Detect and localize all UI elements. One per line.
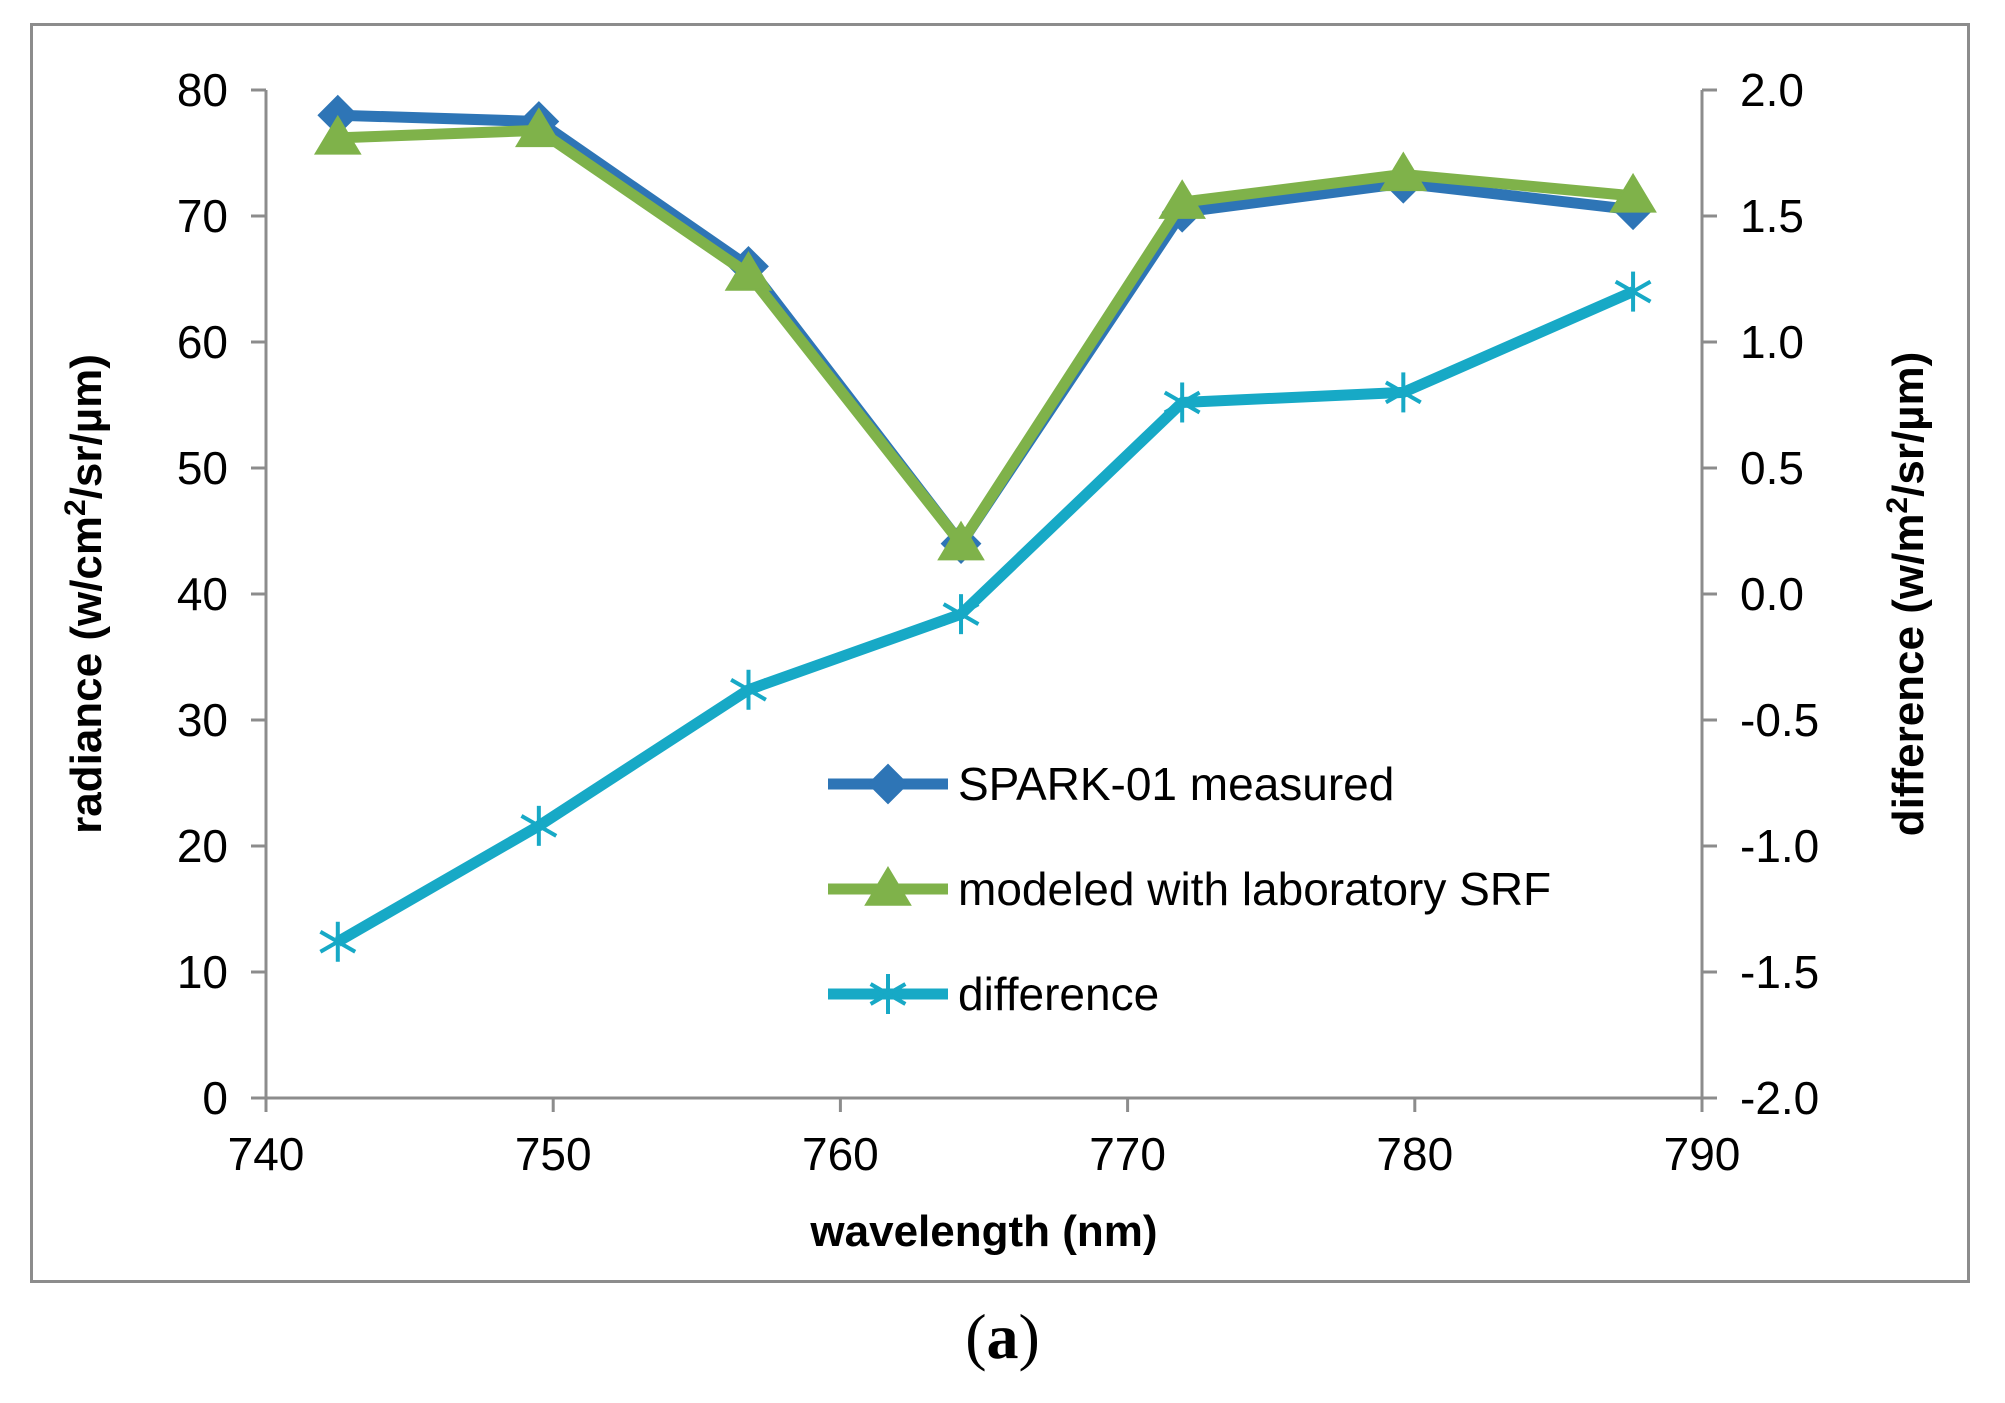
- y-axis-right-title: difference (w/m2/sr/µm): [1881, 352, 1934, 837]
- series-3-point: [1163, 382, 1201, 423]
- series-2-point: [1379, 151, 1428, 192]
- x-axis-title: wavelength (nm): [809, 1207, 1157, 1256]
- y-left-tick-label: 50: [177, 442, 228, 494]
- x-tick-label: 760: [802, 1128, 879, 1180]
- line-chart: 740 750 760 770 780 790 0 10 20 30 40 50 60 70 80 -2.0 -…: [59, 64, 1934, 1256]
- y-right-tick-label: -1.5: [1740, 946, 1819, 998]
- series-2-point: [1158, 179, 1206, 219]
- y-left-tick-label: 10: [177, 946, 228, 998]
- series-3-point: [1384, 372, 1422, 413]
- panel-label: (a): [965, 1301, 1040, 1372]
- legend-label-2: modeled with laboratory SRF: [958, 863, 1551, 915]
- legend-marker-1: [867, 763, 909, 805]
- y-axis-left-title-main: radiance (w/cm: [62, 516, 111, 834]
- y-right-tick-label: 0.0: [1740, 568, 1804, 620]
- y-axis-right-title-superscript: 2: [1881, 497, 1914, 514]
- x-tick-label: 790: [1664, 1128, 1741, 1180]
- y-left-tick-label: 40: [177, 568, 228, 620]
- series-3-point: [319, 921, 357, 962]
- y-right-tick-label: -0.5: [1740, 694, 1819, 746]
- legend-marker-3: [869, 974, 907, 1014]
- series-3-point: [1614, 271, 1652, 312]
- series-3-point: [730, 669, 767, 710]
- panel-label-letter: a: [986, 1301, 1019, 1372]
- y-right-tick-label: -2.0: [1740, 1072, 1819, 1124]
- series-2-point: [724, 251, 773, 291]
- y-left-tick-label: 60: [177, 316, 228, 368]
- y-left-tick-label: 80: [177, 64, 228, 116]
- x-tick-label: 750: [515, 1128, 592, 1180]
- y-right-tick-label: 0.5: [1740, 442, 1804, 494]
- y-axis-left-title-superscript: 2: [59, 499, 92, 516]
- y-right-tick-label: 1.0: [1740, 316, 1804, 368]
- y-left-tick-label: 0: [202, 1072, 228, 1124]
- y-axis-right-title-main: difference (w/m: [1884, 514, 1933, 837]
- legend-marker-2: [864, 866, 912, 906]
- y-axis-left-title: radiance (w/cm2/sr/µm): [59, 354, 112, 834]
- y-axis-right-title-tail: /sr/µm): [1884, 352, 1933, 497]
- series-2-point: [1609, 172, 1657, 213]
- series-2-point: [313, 114, 362, 155]
- y-left-tick-label: 30: [177, 694, 228, 746]
- chart-frame: 740 750 760 770 780 790 0 10 20 30 40 50 60 70 80 -2.0 -…: [30, 23, 1970, 1283]
- series-2-point: [937, 520, 985, 561]
- x-tick-label: 770: [1089, 1128, 1166, 1180]
- legend-label-3: difference: [958, 968, 1159, 1020]
- y-left-tick-label: 70: [177, 190, 228, 242]
- series-2-point: [515, 107, 563, 148]
- y-axis-left-title-tail: /sr/µm): [62, 354, 111, 499]
- y-left-tick-label: 20: [177, 820, 228, 872]
- x-tick-label: 740: [228, 1128, 305, 1180]
- y-right-tick-label: -1.0: [1740, 820, 1819, 872]
- legend-label-1: SPARK-01 measured: [958, 758, 1394, 810]
- series-line-3: [335, 286, 1636, 947]
- series-3-point: [520, 805, 558, 846]
- y-right-tick-label: 2.0: [1740, 64, 1804, 116]
- x-tick-label: 780: [1376, 1128, 1453, 1180]
- y-right-tick-label: 1.5: [1740, 190, 1804, 242]
- series-3-point: [942, 594, 980, 635]
